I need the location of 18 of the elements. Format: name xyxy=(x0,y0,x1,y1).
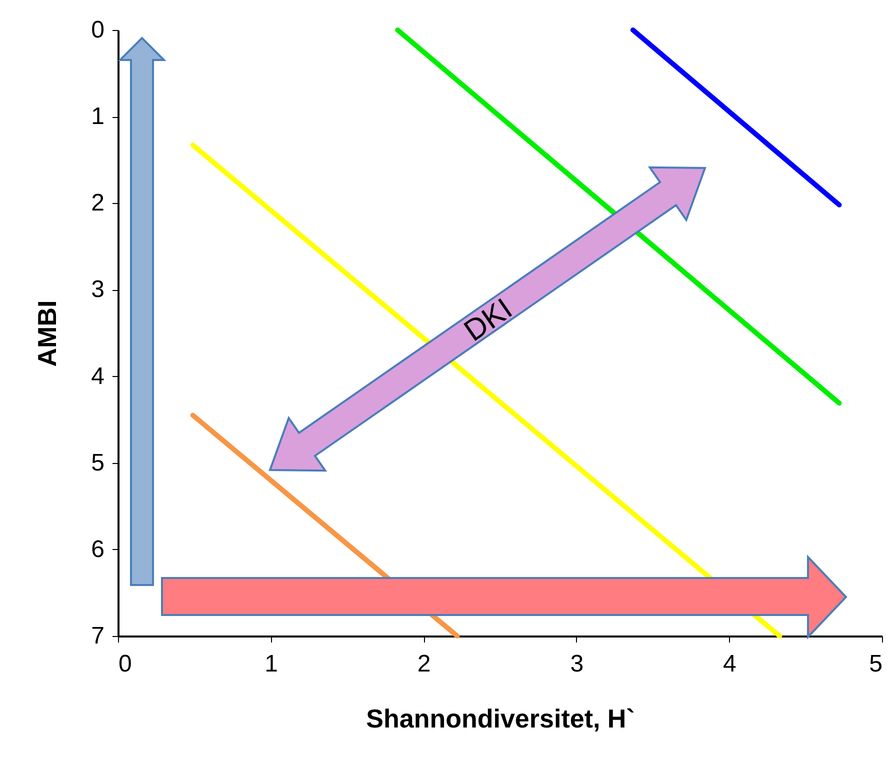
x-tick-label: 0 xyxy=(118,650,132,678)
annotation: DKI xyxy=(458,292,518,348)
x-axis-title: Shannondiversitet, H` xyxy=(366,704,635,734)
x-tick-label: 5 xyxy=(869,650,882,678)
y-tick-label: 6 xyxy=(91,536,104,563)
y-tick-label: 4 xyxy=(91,362,104,390)
x-tick-label: 4 xyxy=(723,650,736,678)
x-tick-label: 3 xyxy=(570,650,584,678)
y-tick-label: 3 xyxy=(91,276,104,304)
x-tick-label: 2 xyxy=(417,650,431,678)
y-axis-title: AMBI xyxy=(32,300,62,367)
double-arrow: DKI xyxy=(268,166,706,472)
y-tick-label: 1 xyxy=(91,103,104,130)
y-tick-label: 5 xyxy=(91,449,104,476)
y-tick-label: 0 xyxy=(91,16,104,44)
y-tick-label: 7 xyxy=(91,622,104,650)
x-tick-label: 1 xyxy=(264,650,278,678)
y-tick-label: 2 xyxy=(91,190,104,217)
